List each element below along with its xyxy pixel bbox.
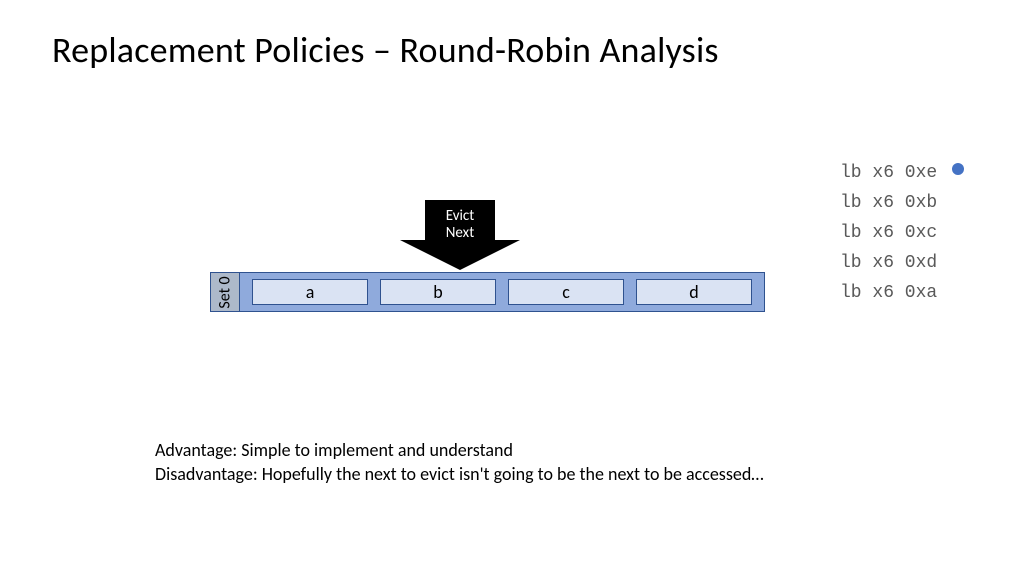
cache-block: d [636,279,752,305]
footer-text: Advantage: Simple to implement and under… [155,438,764,486]
cache-set: Set 0 abcd [210,272,765,312]
evict-line1: Evict [446,207,475,225]
instruction-list: lb x6 0xelb x6 0xblb x6 0xclb x6 0xdlb x… [840,158,937,308]
evict-line2: Next [446,224,474,242]
slide: Replacement Policies – Round-Robin Analy… [0,0,1024,576]
set-label: Set 0 [216,276,235,308]
cache-block: c [508,279,624,305]
instruction-row: lb x6 0xe [840,158,937,188]
page-title: Replacement Policies – Round-Robin Analy… [52,28,719,72]
cache-block: b [380,279,496,305]
instruction-row: lb x6 0xa [840,278,937,308]
advantage-line: Advantage: Simple to implement and under… [155,438,764,462]
instruction-row: lb x6 0xd [840,248,937,278]
evict-label: Evict Next [400,208,520,242]
evict-next-arrow: Evict Next [400,200,520,270]
set-label-box: Set 0 [210,272,240,312]
disadvantage-line: Disadvantage: Hopefully the next to evic… [155,462,764,486]
instruction-row: lb x6 0xc [840,218,937,248]
instruction-row: lb x6 0xb [840,188,937,218]
cache-block: a [252,279,368,305]
current-instruction-marker [952,163,964,175]
cache-blocks-container: abcd [240,272,765,312]
